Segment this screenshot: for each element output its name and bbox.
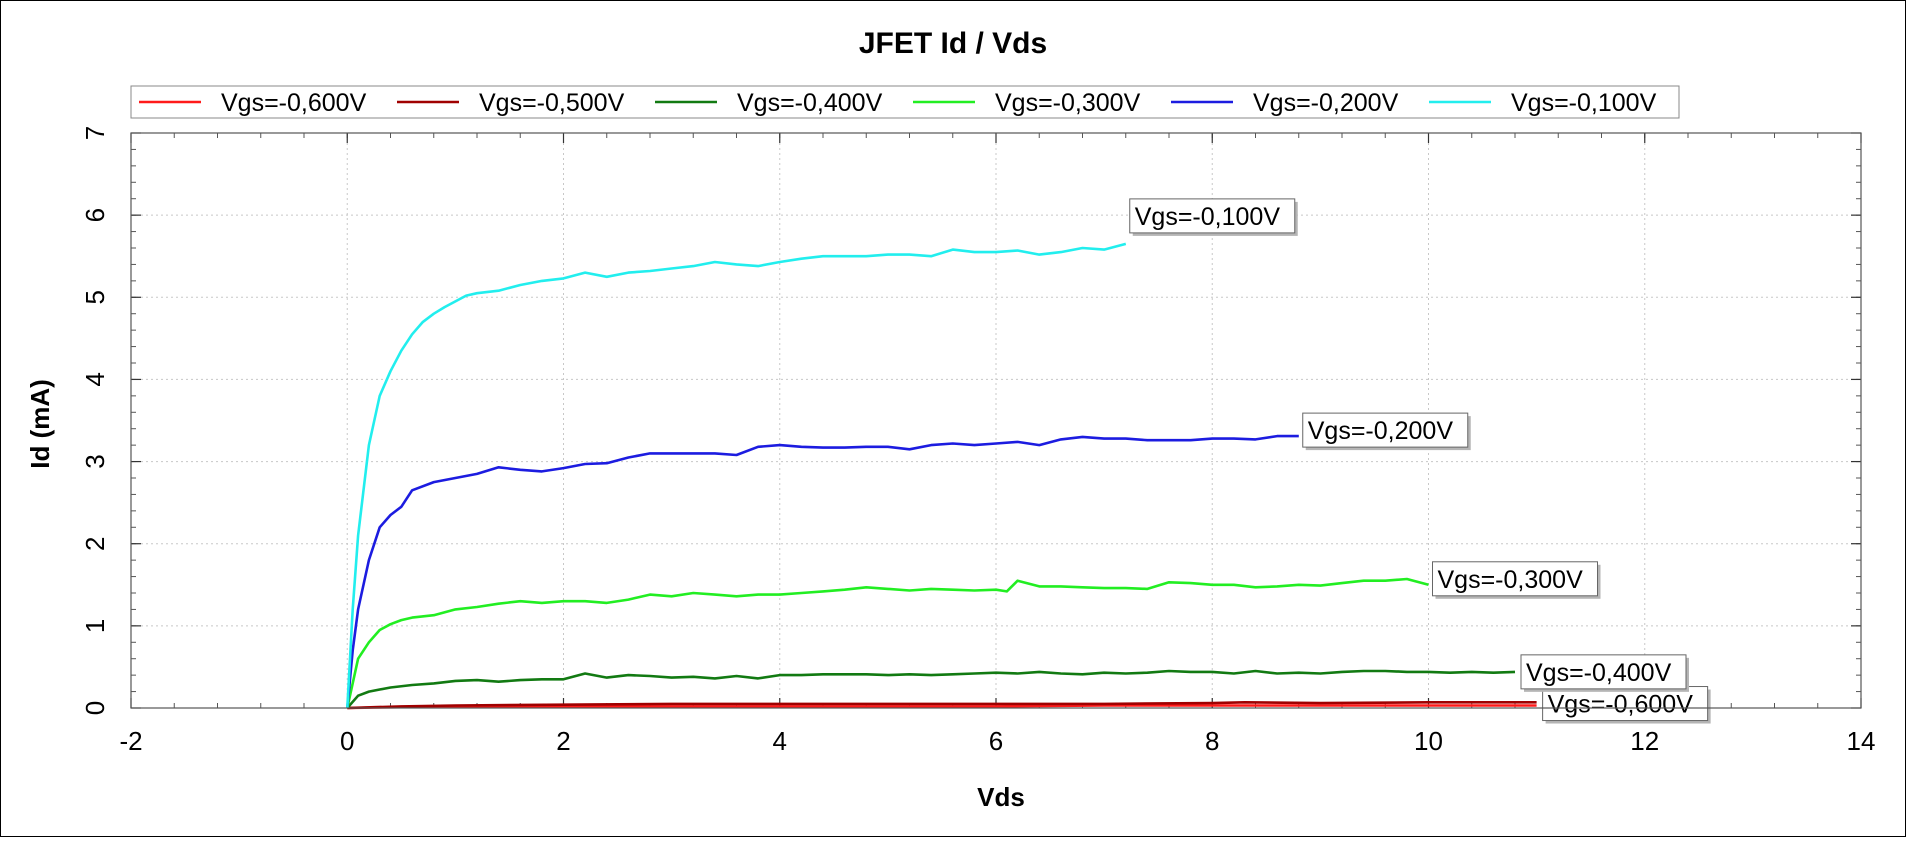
series-line-3 (346, 669, 1516, 709)
series-line-6 (346, 242, 1127, 709)
plot-border (130, 132, 1862, 709)
y-tick-label: 1 (80, 619, 110, 633)
series-end-label-text: Vgs=-0,400V (1526, 659, 1672, 687)
y-tick-label: 7 (80, 126, 110, 140)
x-tick-label: 14 (1847, 726, 1876, 756)
series-end-label-text: Vgs=-0,200V (1308, 417, 1454, 445)
legend-entry: Vgs=-0,300V (995, 89, 1141, 117)
legend-entry: Vgs=-0,500V (479, 89, 625, 117)
x-tick-label: -2 (119, 726, 142, 756)
legend-box (130, 85, 1680, 119)
y-axis-label: Id (mA) (25, 379, 55, 469)
label-box (1432, 561, 1598, 597)
series-end-label: Vgs=-0,600V (1542, 686, 1711, 724)
x-tick-label: 4 (773, 726, 787, 756)
series-end-label-text: Vgs=-0,600V (1548, 691, 1694, 719)
series-end-label: Vgs=-0,200V (1302, 412, 1471, 451)
x-tick-label: 2 (556, 726, 570, 756)
x-tick-label: 10 (1414, 726, 1443, 756)
x-tick-label: 8 (1205, 726, 1219, 756)
x-tick-label: 12 (1630, 726, 1659, 756)
plot-area: -2 0 2 4 6 8 10 12 1401234567Vgs=-0,600VVgs=-0,4… (80, 126, 1875, 756)
series-line-4 (346, 577, 1429, 709)
chart-title: JFET Id / Vds (859, 27, 1047, 60)
series-end-label-text: Vgs=-0,300V (1438, 566, 1584, 594)
y-tick-label: 4 (80, 372, 110, 386)
x-tick-label: 0 (340, 726, 354, 756)
label-box (1129, 198, 1296, 234)
series-line-1 (347, 704, 1537, 710)
legend: Vgs=-0,600V Vgs=-0,500V Vgs=-0,400V Vgs=-0,… (130, 85, 1680, 119)
y-tick-label: 6 (80, 208, 110, 222)
series-line-5 (346, 434, 1299, 709)
x-tick-label: 6 (989, 726, 1003, 756)
series-end-label: Vgs=-0,400V (1520, 654, 1689, 692)
legend-entry: Vgs=-0,200V (1253, 89, 1399, 117)
label-box (1520, 654, 1687, 690)
series-end-label: Vgs=-0,300V (1432, 561, 1601, 599)
series-line-2 (347, 700, 1537, 710)
series-end-label: Vgs=-0,100V (1129, 198, 1298, 236)
legend-entry: Vgs=-0,100V (1511, 89, 1657, 117)
y-tick-label: 0 (80, 701, 110, 715)
label-box (1302, 412, 1469, 448)
legend-entry: Vgs=-0,600V (221, 89, 367, 117)
series-end-label-text: Vgs=-0,100V (1135, 203, 1281, 231)
x-axis-label: Vds (977, 782, 1025, 812)
y-tick-label: 3 (80, 454, 110, 468)
legend-entry: Vgs=-0,400V (737, 89, 883, 117)
y-tick-label: 2 (80, 536, 110, 550)
y-tick-label: 5 (80, 290, 110, 304)
